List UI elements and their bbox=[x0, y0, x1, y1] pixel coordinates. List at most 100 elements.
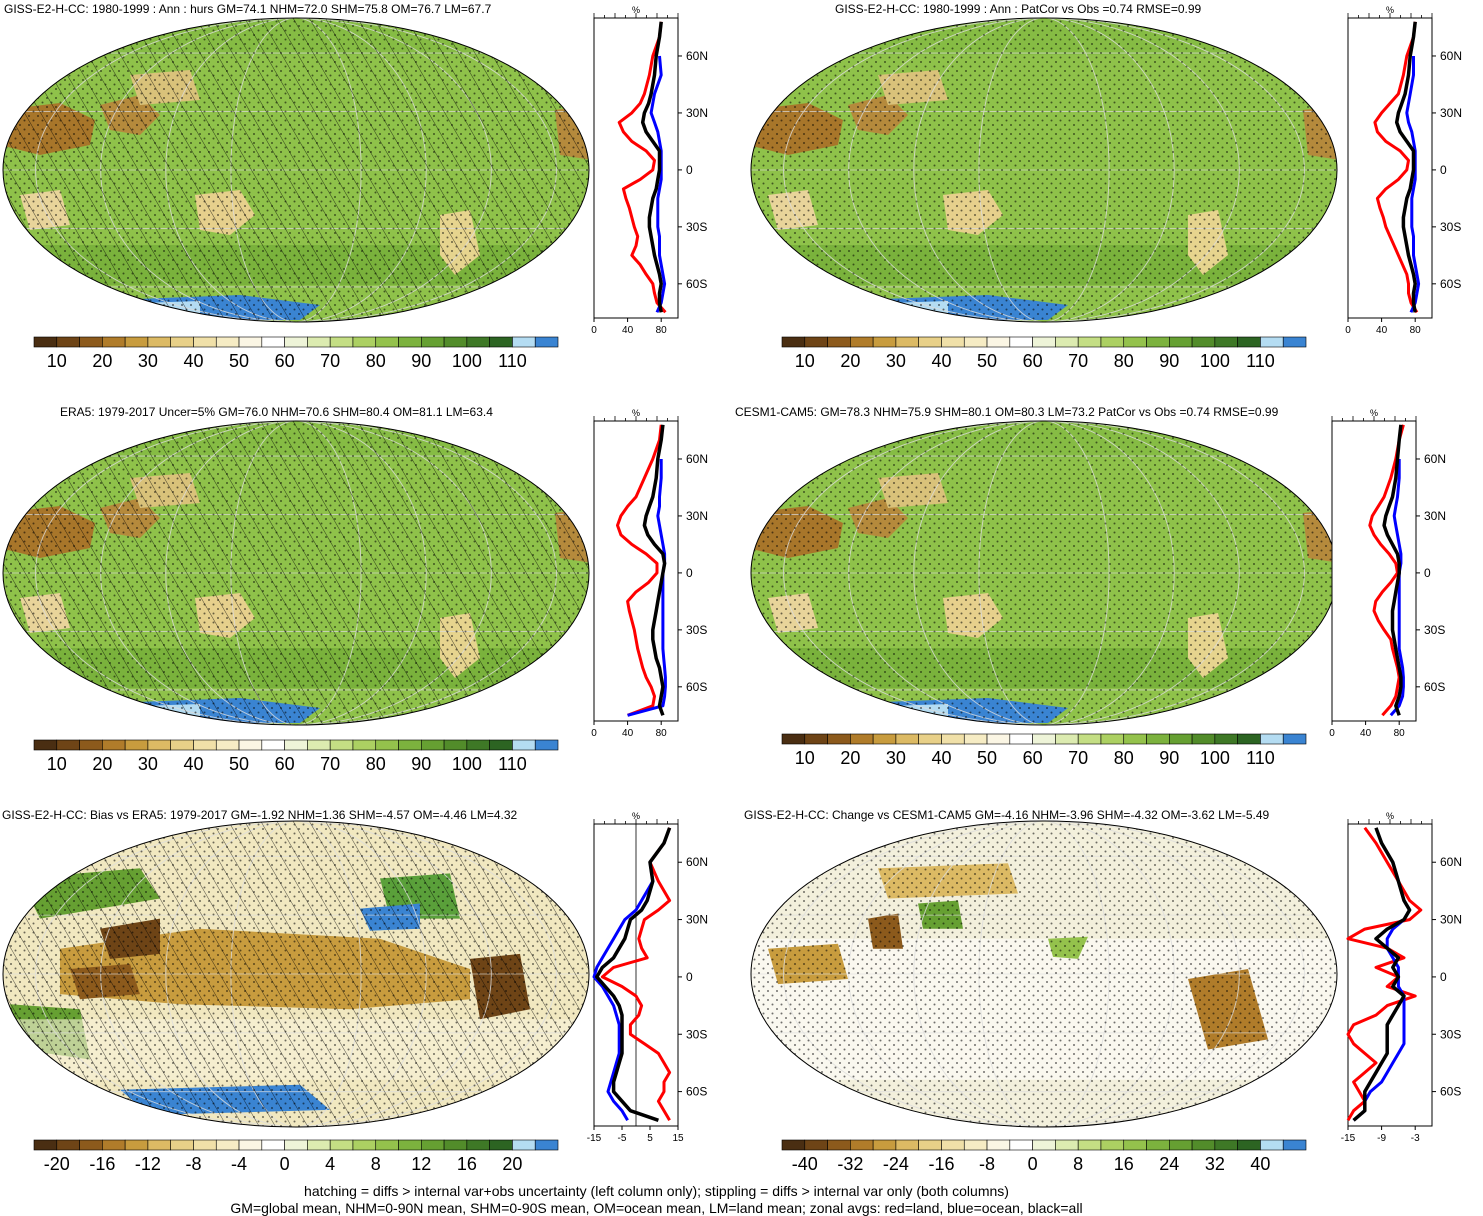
colorbar-swatch bbox=[284, 739, 308, 751]
map-border bbox=[2, 820, 590, 1128]
zonal-all-line bbox=[595, 827, 672, 1122]
zonal-y-label: 60N bbox=[686, 452, 708, 466]
zonal-y-label: 60S bbox=[1424, 680, 1445, 694]
colorbar-swatch bbox=[79, 739, 103, 751]
colorbar-label: 50 bbox=[229, 351, 249, 371]
colorbar-label: 10 bbox=[47, 351, 67, 371]
colorbar-label: 110 bbox=[498, 754, 527, 774]
colorbar-swatch bbox=[963, 733, 988, 745]
zonal-y-label: 0 bbox=[1440, 163, 1447, 177]
colorbar-swatch bbox=[1077, 733, 1102, 745]
colorbar-swatch bbox=[102, 1139, 126, 1151]
colorbar-swatch bbox=[170, 336, 194, 348]
zonal-y-label: 60S bbox=[1440, 1085, 1461, 1099]
colorbar-swatch bbox=[850, 1139, 874, 1151]
colorbar-swatch bbox=[421, 336, 445, 348]
colorbar-swatch bbox=[1191, 1139, 1216, 1151]
colorbar-label: 4 bbox=[325, 1154, 335, 1174]
colorbar-swatch bbox=[941, 1139, 965, 1151]
colorbar-label: -12 bbox=[135, 1154, 161, 1174]
colorbar-swatch bbox=[421, 1139, 445, 1151]
colorbar-swatch bbox=[1260, 336, 1284, 348]
colorbar-swatch bbox=[781, 1139, 806, 1151]
colorbar-swatch bbox=[918, 1139, 942, 1151]
zonal-y-label: 30S bbox=[686, 220, 707, 234]
colorbar-label: 40 bbox=[931, 748, 951, 768]
colorbar-swatch bbox=[895, 733, 919, 745]
zonal-unit-label: % bbox=[1370, 408, 1378, 418]
zonal-y-label: 60N bbox=[686, 49, 708, 63]
colorbar-swatch bbox=[1055, 733, 1079, 745]
colorbar-label: 60 bbox=[275, 754, 295, 774]
colorbar-swatch bbox=[1214, 1139, 1238, 1151]
zonal-plot-4: % 60N 30N 0 30S 60S 0 40 80 bbox=[1329, 408, 1446, 739]
zonal-all-line bbox=[1352, 827, 1412, 1122]
stippling bbox=[751, 421, 1337, 725]
map-panel-5 bbox=[2, 820, 590, 1128]
colorbar-label: 70 bbox=[1068, 748, 1088, 768]
colorbar-swatch bbox=[941, 733, 965, 745]
stippling bbox=[751, 821, 1337, 1127]
colorbar-label: 50 bbox=[977, 748, 997, 768]
colorbar-label: 30 bbox=[886, 748, 906, 768]
colorbar-label: 16 bbox=[1114, 1154, 1134, 1174]
colorbar-swatch bbox=[375, 336, 399, 348]
colorbar-swatch bbox=[170, 739, 194, 751]
zonal-all-line bbox=[1382, 424, 1403, 716]
colorbar-swatch bbox=[986, 1139, 1011, 1151]
colorbar-5: -20 -16 -12 -8 -4 0 4 8 12 16 20 bbox=[33, 1139, 559, 1174]
colorbar-swatch bbox=[1146, 336, 1170, 348]
panel-title-2: GISS-E2-H-CC: 1980-1999 : Ann : PatCor v… bbox=[835, 2, 1202, 16]
colorbar-label: 0 bbox=[1028, 1154, 1038, 1174]
colorbar-swatch bbox=[1032, 336, 1056, 348]
colorbar-swatch bbox=[895, 336, 919, 348]
colorbar-swatch bbox=[872, 1139, 897, 1151]
colorbar-label: 80 bbox=[1114, 351, 1134, 371]
zonal-x-label: 80 bbox=[656, 728, 668, 739]
colorbar-label: 8 bbox=[1073, 1154, 1083, 1174]
colorbar-swatch bbox=[124, 1139, 149, 1151]
colorbar-swatch bbox=[147, 1139, 171, 1151]
footer-line-2: GM=global mean, NHM=0-90N mean, SHM=0-90… bbox=[230, 1200, 1083, 1216]
map-panel-2 bbox=[750, 17, 1338, 323]
zonal-x-label: 80 bbox=[1410, 325, 1422, 336]
zonal-x-label: -15 bbox=[587, 1133, 602, 1144]
map-border bbox=[750, 17, 1338, 323]
zonal-plot-2: % 60N 30N 0 30S 60S 0 40 80 bbox=[1345, 5, 1462, 336]
colorbar-swatch bbox=[284, 336, 308, 348]
zonal-frame bbox=[593, 17, 679, 319]
colorbar-swatch bbox=[804, 1139, 828, 1151]
colorbar-swatch bbox=[1237, 733, 1261, 745]
zonal-x-label: 40 bbox=[1376, 325, 1388, 336]
colorbar-swatch bbox=[1282, 336, 1307, 348]
colorbar-label: -32 bbox=[837, 1154, 863, 1174]
colorbar-swatch bbox=[147, 739, 171, 751]
zonal-all-line bbox=[1394, 21, 1417, 313]
colorbar-swatch bbox=[238, 739, 263, 751]
zonal-ocean-line bbox=[649, 55, 667, 313]
zonal-y-label: 60N bbox=[686, 855, 708, 869]
colorbar-label: 100 bbox=[1200, 748, 1230, 768]
colorbar-swatch bbox=[421, 739, 445, 751]
zonal-x-label: 40 bbox=[622, 728, 634, 739]
colorbar-swatch bbox=[443, 1139, 468, 1151]
colorbar-swatch bbox=[124, 336, 149, 348]
colorbar-swatch bbox=[804, 336, 828, 348]
colorbar-label: 20 bbox=[840, 351, 860, 371]
colorbar-swatch bbox=[827, 1139, 851, 1151]
zonal-ocean-line bbox=[627, 459, 667, 717]
colorbar-swatch bbox=[781, 733, 806, 745]
zonal-y-label: 0 bbox=[686, 566, 693, 580]
colorbar-swatch bbox=[918, 336, 942, 348]
zonal-x-label: -9 bbox=[1377, 1133, 1386, 1144]
colorbar-label: 12 bbox=[411, 1154, 431, 1174]
colorbar-swatch bbox=[352, 739, 377, 751]
colorbar-swatch bbox=[284, 1139, 308, 1151]
zonal-unit-label: % bbox=[632, 408, 640, 418]
colorbar-swatch bbox=[375, 1139, 399, 1151]
colorbar-label: 20 bbox=[92, 754, 112, 774]
colorbar-2: 10 20 30 40 50 60 70 80 90 100 110 bbox=[781, 336, 1307, 371]
colorbar-label: 60 bbox=[275, 351, 295, 371]
colorbar-swatch bbox=[1077, 336, 1102, 348]
colorbar-label: -16 bbox=[928, 1154, 954, 1174]
